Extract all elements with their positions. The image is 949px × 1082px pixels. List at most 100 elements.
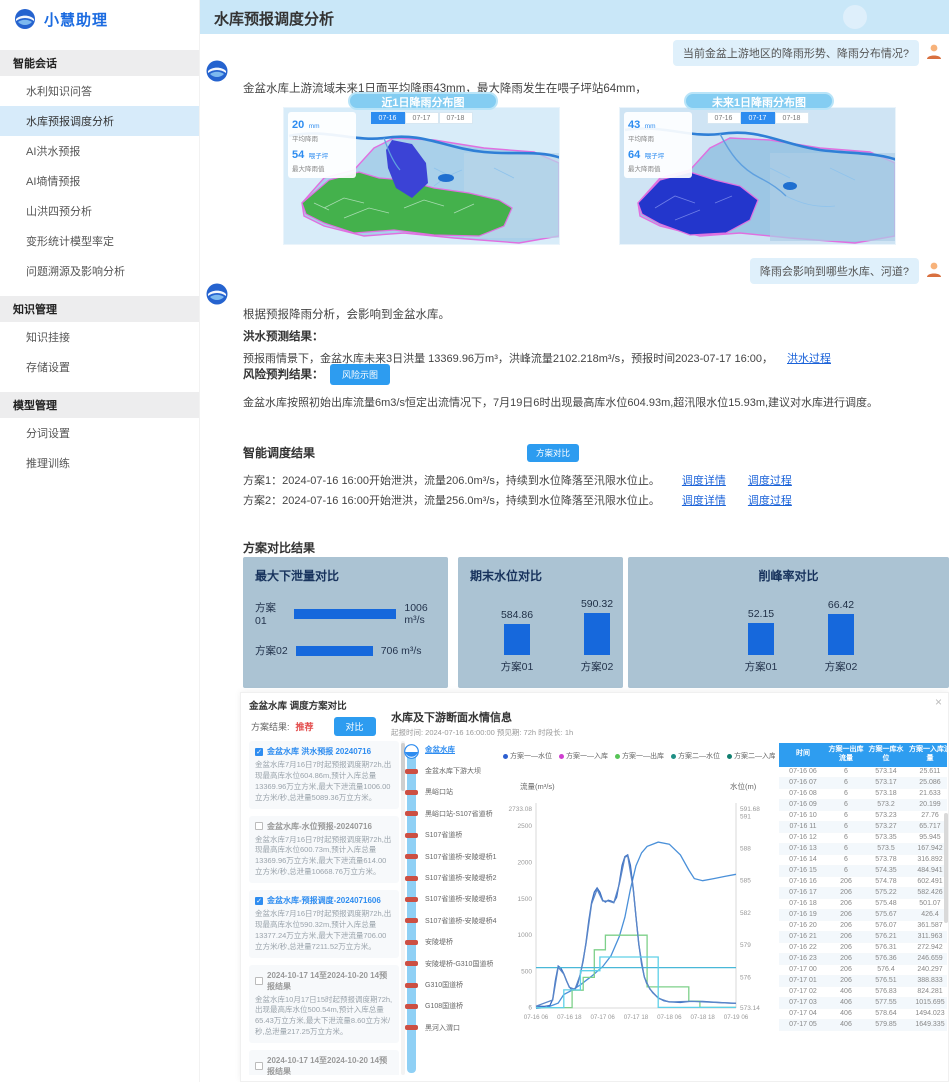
plan-data-table[interactable]: 时间方案一出库流量方案一库水位方案一入库流量方案二出库流量07-16 06657…: [779, 743, 947, 1073]
legend-item[interactable]: 方案一—水位: [503, 751, 552, 761]
risk-map-button[interactable]: 风险示图: [330, 364, 391, 385]
map-tab-date[interactable]: 07-17: [740, 112, 775, 124]
user-avatar-icon: [927, 262, 941, 277]
plan-data-table-grid: 时间方案一出库流量方案一库水位方案一入库流量方案二出库流量07-16 06657…: [779, 743, 947, 1031]
bar: [504, 624, 530, 655]
plan1-detail-link[interactable]: 调度详情: [681, 475, 726, 487]
section-marker-icon: [405, 768, 418, 774]
axis-tick-label: 591: [740, 813, 751, 820]
plan-card-title-text: 金盆水库-预报调度-2024071606: [267, 896, 381, 905]
filter-value-recommended[interactable]: 推荐: [295, 722, 314, 732]
axis-tick-label: 500: [521, 969, 532, 976]
legend-item[interactable]: 方案一—出库: [615, 751, 664, 761]
checkbox-icon[interactable]: ✓: [255, 747, 263, 756]
panel-compare-button[interactable]: 对比: [333, 717, 376, 736]
station-label: 黑峪口站: [425, 789, 453, 797]
sidebar-item[interactable]: 存储设置: [26, 362, 70, 374]
sidebar-item[interactable]: 变形统计模型率定: [26, 236, 114, 248]
table-cell: 406: [827, 1019, 865, 1031]
legend-label: 方案一—水位: [510, 753, 552, 760]
sidebar-item[interactable]: AI洪水预报: [26, 146, 81, 158]
table-row: 07-16 06 6 573.14 25.611: [779, 766, 947, 778]
map-tab-date[interactable]: 07-17: [404, 112, 439, 124]
table-cell: 582.426: [907, 887, 947, 899]
checkbox-icon[interactable]: ✓: [255, 896, 263, 905]
plan-result-card[interactable]: 金盆水库-水位预报-20240716 金盆水库7月16日7时起预报调度期72h,出…: [249, 815, 399, 883]
plan-result-card[interactable]: 2024-10-17 14至2024-10-20 14预报结果金盆水库10月17…: [249, 964, 399, 1043]
table-cell: 6: [827, 766, 865, 778]
sidebar-item[interactable]: 问题溯源及影响分析: [26, 266, 125, 278]
table-cell: 07-17 05: [779, 1019, 827, 1031]
legend-item[interactable]: 方案一—入库: [559, 751, 608, 761]
table-cell: 1649.335: [907, 1019, 947, 1031]
table-row: 07-16 18 206 575.48 501.07: [779, 898, 947, 910]
axis-tick-label: 573.14: [740, 1005, 760, 1012]
flood-process-link[interactable]: 洪水过程: [787, 353, 831, 365]
map-tab-date[interactable]: 07-18: [438, 112, 473, 124]
bar-value: 1006 m³/s: [404, 601, 428, 626]
user-avatar-icon: [927, 44, 941, 59]
table-scrollbar-thumb[interactable]: [944, 813, 948, 923]
sidebar-item[interactable]: AI墒情预报: [26, 176, 81, 188]
table-cell: 6: [827, 865, 865, 877]
sidebar-item[interactable]: 推理训练: [26, 458, 70, 470]
plan-compare-button[interactable]: 方案对比: [527, 444, 580, 462]
checkbox-icon[interactable]: [255, 822, 263, 830]
table-cell: 6: [827, 854, 865, 866]
table-cell: 6: [827, 788, 865, 800]
table-row: 07-16 09 6 573.2 20.199: [779, 799, 947, 811]
plan-result-card[interactable]: 2024-10-17 14至2024-10-20 14预报结果金盆水库10月17…: [249, 1050, 399, 1075]
table-cell: 25.086: [907, 777, 947, 789]
list-scrollbar[interactable]: [401, 741, 405, 1075]
sidebar-item[interactable]: 山洪四预分析: [26, 206, 92, 218]
list-scrollbar-thumb[interactable]: [401, 743, 405, 791]
legend-item[interactable]: 方案二—水位: [671, 751, 720, 761]
sidebar-item[interactable]: 知识挂接: [26, 332, 70, 344]
table-cell: 07-17 03: [779, 997, 827, 1009]
axis-tick-label: 2000: [518, 859, 533, 866]
plan2-process-link[interactable]: 调度过程: [747, 495, 792, 507]
rain-map-future[interactable]: 43 mm 平均降雨 64 喂子坪 最大降雨值 07-16 07-17 07-1…: [619, 107, 896, 245]
legend-label: 方案一—出库: [622, 753, 664, 760]
axis-tick-label: 6: [528, 1005, 532, 1012]
plan2-detail-link[interactable]: 调度详情: [681, 495, 726, 507]
table-cell: 206: [827, 953, 865, 965]
sidebar-item[interactable]: 水库预报调度分析: [0, 106, 199, 136]
map-tab-date[interactable]: 07-16: [706, 112, 741, 124]
table-cell: 240.297: [907, 964, 947, 976]
checkbox-icon[interactable]: [255, 976, 263, 985]
plan-result-card[interactable]: ✓ 金盆水库 洪水预报 20240716 金盆水库7月16日7时起预报调度期72h,…: [249, 741, 399, 809]
map-date-tabs: 07-16 07-17 07-18: [370, 112, 473, 124]
axis-tick-label: 576: [740, 974, 751, 981]
sidebar: 小慧助理 智能会话 水利知识问答 水库预报调度分析 AI洪水预报 AI墒情预报 山洪四预分…: [0, 0, 200, 1082]
sidebar-item[interactable]: 分词设置: [26, 428, 70, 440]
close-icon[interactable]: ×: [934, 695, 942, 709]
section-marker-icon: [405, 832, 418, 838]
table-cell: 206: [827, 909, 865, 921]
table-row: 07-16 07 6 573.17 25.086: [779, 777, 947, 789]
plan1-process-link[interactable]: 调度过程: [747, 475, 792, 487]
map-tab-date[interactable]: 07-18: [774, 112, 809, 124]
header-avatar[interactable]: [843, 5, 867, 29]
bar-value: 584.86: [500, 609, 534, 621]
axis-tick-label: 579: [740, 942, 751, 949]
flow-level-chart[interactable]: 流量(m³/s) 水位(m) 2733.08 2500 2000 1500 1000 500 6…: [486, 775, 786, 1025]
card-title: 最大下泄量对比: [255, 569, 340, 583]
plan-result-list[interactable]: ✓ 金盆水库 洪水预报 20240716 金盆水库7月16日7时起预报调度期72h,…: [249, 741, 399, 1075]
sidebar-item[interactable]: 水利知识问答: [26, 86, 92, 98]
table-cell: 578.64: [865, 1008, 907, 1020]
plan-result-card[interactable]: ✓ 金盆水库-预报调度-2024071606 金盆水库7月16日7时起预报调度期72…: [249, 890, 399, 958]
table-cell: 272.942: [907, 942, 947, 954]
map-tab-date[interactable]: 07-16: [370, 112, 405, 124]
flood-result-text: 预报雨情景下，金盆水库未来3日洪量 13369.96万m³，洪峰流量2102.2…: [243, 350, 831, 366]
rain-map-recent[interactable]: 20 mm 平均降雨 54 喂子坪 最大降雨值 07-16 07-17 07-1…: [283, 107, 560, 245]
legend-item[interactable]: 方案二—入库: [727, 751, 775, 761]
bar-value: 706 m³/s: [380, 644, 422, 657]
hbar-chart: 方案01 1006 m³/s 方案02 706 m³/s: [243, 600, 448, 658]
checkbox-icon[interactable]: [255, 1062, 263, 1070]
section-marker-icon: [405, 811, 418, 817]
bar-value: 590.32: [580, 598, 614, 610]
assistant-message: 金盆水库上游流域未来1日面平均降雨43mm，最大降雨发生在喂子坪站64mm，: [243, 83, 647, 95]
axis-tick-label: 2500: [518, 823, 533, 830]
